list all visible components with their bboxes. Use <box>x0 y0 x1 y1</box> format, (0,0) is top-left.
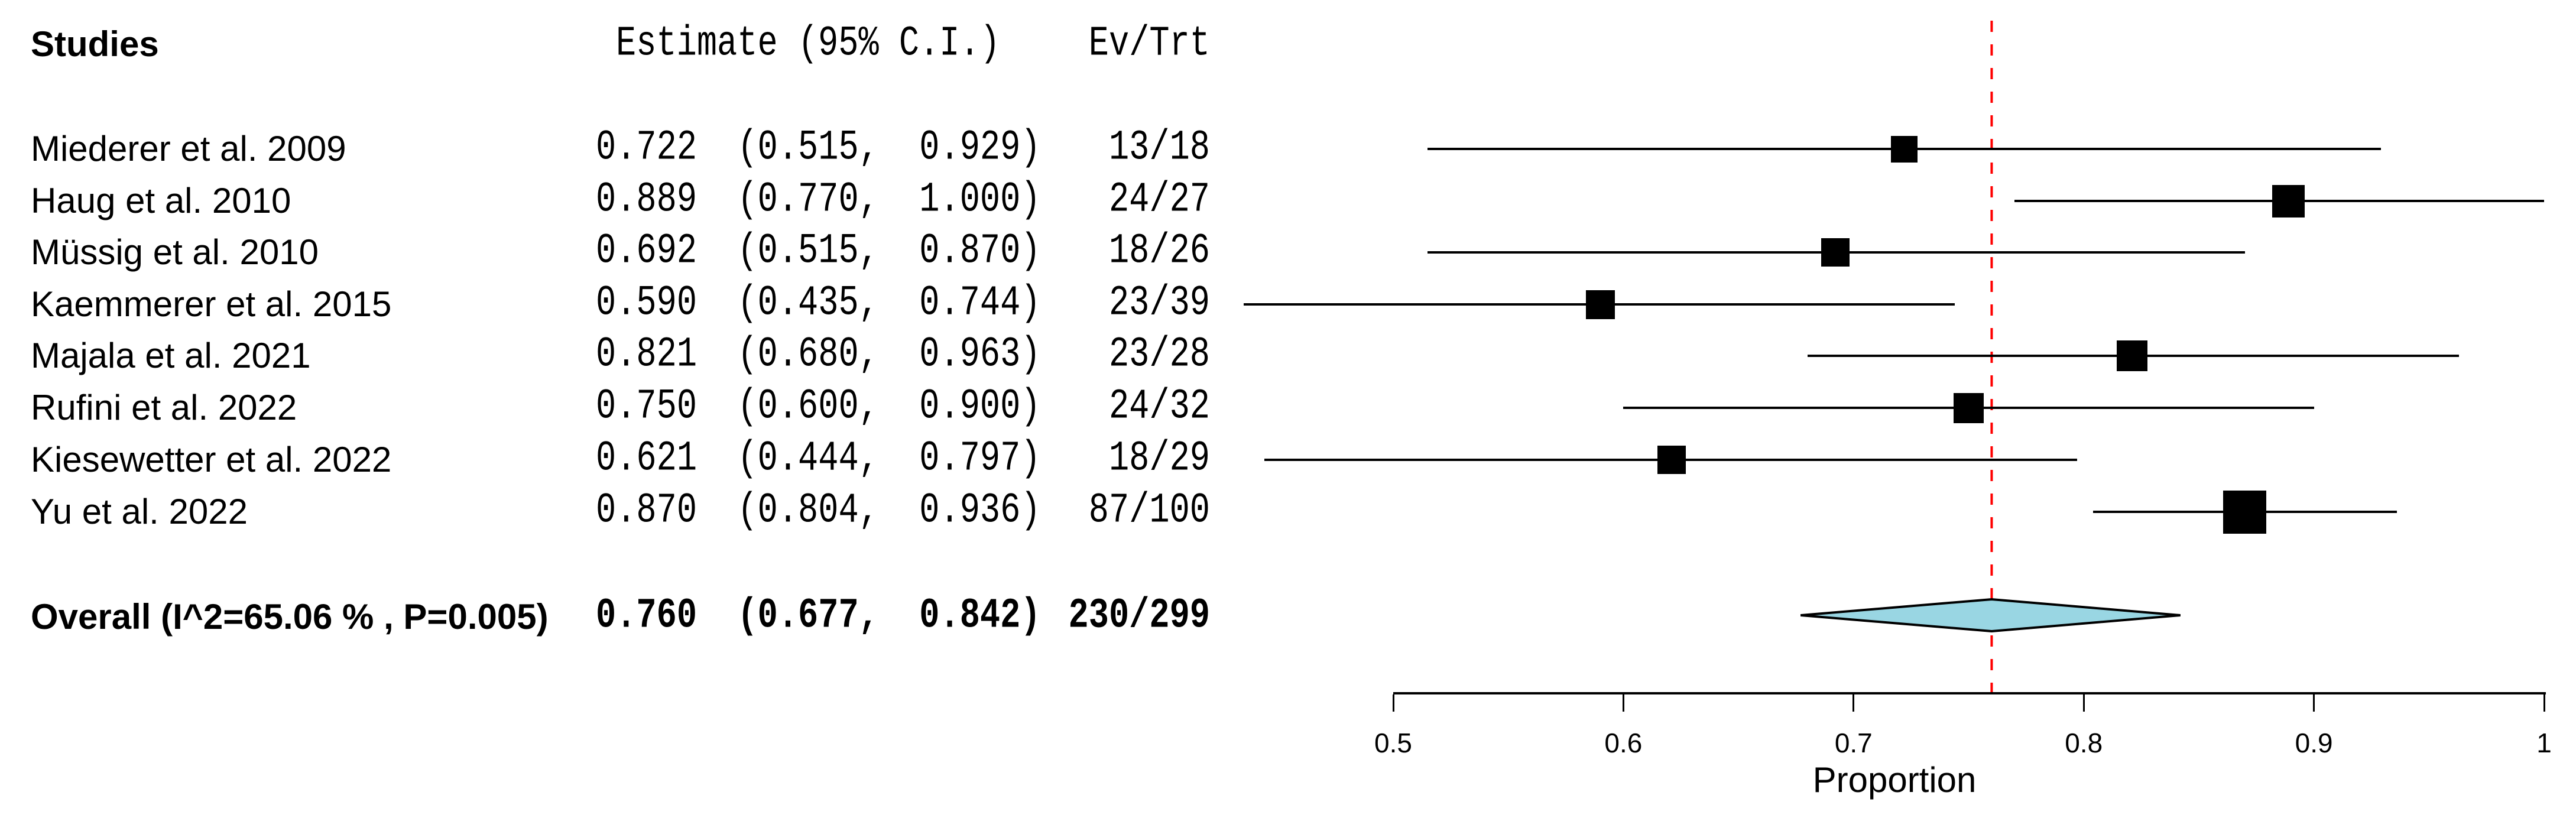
column-header-estimate: Estimate (95% C.I.) <box>616 20 1000 68</box>
estimate-square <box>2116 340 2147 371</box>
study-ev-trt-text: 87/100 <box>1088 487 1210 535</box>
overall-estimate: 0.760 (0.677, 0.842) <box>596 592 1041 640</box>
x-axis-tick-label: 0.8 <box>2065 728 2103 758</box>
x-axis-tick-label: 0.5 <box>1374 728 1412 758</box>
x-axis-tick <box>1622 694 1624 712</box>
study-name: Majala et al. 2021 <box>31 336 311 375</box>
study-name: Kaemmerer et al. 2015 <box>31 284 392 324</box>
study-estimate-text: 0.621 (0.444, 0.797) <box>596 435 1041 483</box>
x-axis-tick-label: 1 <box>2536 728 2552 758</box>
estimate-square <box>1585 290 1615 319</box>
study-ev-trt-text: 24/27 <box>1108 176 1210 224</box>
x-axis-tick-label: 0.9 <box>2295 728 2333 758</box>
study-ev-trt-text: 23/39 <box>1108 280 1210 327</box>
x-axis-tick <box>1852 694 1855 712</box>
estimate-square <box>1657 446 1686 474</box>
study-name: Müssig et al. 2010 <box>31 232 319 272</box>
overall-label: Overall (I^2=65.06 % , P=0.005) <box>31 597 549 637</box>
estimate-square <box>2223 490 2267 534</box>
estimate-square <box>2272 184 2305 218</box>
study-estimate-text: 0.870 (0.804, 0.936) <box>596 487 1041 535</box>
x-axis-line <box>1393 692 2546 694</box>
x-axis-tick-label: 0.7 <box>1834 728 1873 758</box>
study-ev-trt-text: 18/29 <box>1108 435 1210 483</box>
study-ev-trt-text: 24/32 <box>1108 383 1210 431</box>
x-axis-tick-label: 0.6 <box>1604 728 1643 758</box>
study-name: Rufini et al. 2022 <box>31 388 297 427</box>
study-ev-trt-text: 13/18 <box>1108 124 1210 172</box>
study-name: Miederer et al. 2009 <box>31 129 346 168</box>
study-estimate-text: 0.889 (0.770, 1.000) <box>596 176 1041 224</box>
column-header-studies: Studies <box>31 24 159 64</box>
x-axis-tick <box>2082 694 2085 712</box>
estimate-square <box>1890 135 1918 163</box>
x-axis-tick <box>2543 694 2545 712</box>
study-estimate-text: 0.722 (0.515, 0.929) <box>596 124 1041 172</box>
study-ev-trt-text: 23/28 <box>1108 331 1210 379</box>
study-estimate-text: 0.821 (0.680, 0.963) <box>596 331 1041 379</box>
x-axis-tick <box>2313 694 2315 712</box>
x-axis-title: Proportion <box>1812 760 1977 800</box>
estimate-square <box>1954 392 1984 423</box>
x-axis-tick <box>1392 694 1394 712</box>
study-estimate-text: 0.590 (0.435, 0.744) <box>596 280 1041 327</box>
study-ev-trt-text: 18/26 <box>1108 228 1210 275</box>
study-name: Yu et al. 2022 <box>31 492 248 531</box>
overall-diamond <box>1800 598 2181 633</box>
study-name: Kiesewetter et al. 2022 <box>31 440 392 479</box>
study-estimate-text: 0.750 (0.600, 0.900) <box>596 383 1041 431</box>
column-header-ev-trt: Ev/Trt <box>1088 20 1210 68</box>
study-estimate-text: 0.692 (0.515, 0.870) <box>596 228 1041 275</box>
overall-ev-trt: 230/299 <box>1068 592 1210 640</box>
estimate-square <box>1821 238 1850 267</box>
study-name: Haug et al. 2010 <box>31 181 291 220</box>
